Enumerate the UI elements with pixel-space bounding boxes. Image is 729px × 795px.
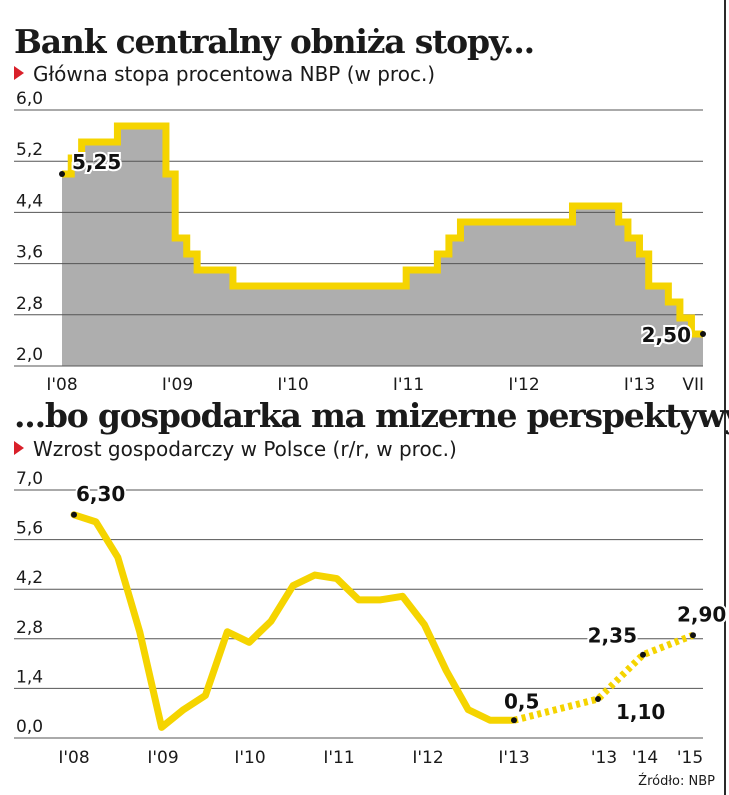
y-tick-label: 2,8 (16, 618, 43, 638)
y-tick-label: 1,4 (16, 667, 43, 687)
source-note: Źródło: NBP (638, 774, 715, 789)
annotation-label: 1,10 (616, 700, 665, 724)
x-tick-label: I'09 (147, 748, 178, 768)
x-tick-label: I'09 (162, 375, 193, 395)
rate-area (62, 126, 703, 366)
x-tick-label: I'11 (323, 748, 354, 768)
chart1-subtitle-text: Główna stopa procentowa NBP (w proc.) (33, 62, 436, 86)
annotation-label: 6,30 (76, 482, 125, 506)
x-tick-label: I'12 (412, 748, 443, 768)
y-tick-label: 2,8 (16, 294, 43, 314)
y-tick-label: 0,0 (16, 717, 43, 737)
annotation-dot (595, 696, 601, 703)
gdp-actual-line (70, 511, 516, 731)
frame-border (724, 0, 726, 795)
x-tick-label: I'11 (393, 375, 424, 395)
chart2-subtitle: Wzrost gospodarczy w Polsce (r/r, w proc… (14, 437, 457, 461)
y-tick-label: 5,6 (16, 519, 43, 539)
chart1-title: Bank centralny obniża stopy... (14, 22, 535, 61)
y-tick-label: 4,2 (16, 568, 43, 588)
gdp-forecast-line (513, 631, 695, 724)
annotation-dot (511, 717, 517, 724)
x-tick-label: I'10 (277, 375, 308, 395)
annotation-dot (700, 331, 706, 337)
annotation-dot (71, 511, 77, 518)
x-tick-label: '14 (632, 748, 658, 768)
x-tick-label: I'12 (508, 375, 539, 395)
annotation-dot (640, 651, 646, 658)
annotation-label: 2,90 (677, 602, 726, 626)
x-tick-label: '15 (677, 748, 703, 768)
x-tick-label: I'13 (624, 375, 655, 395)
red-triangle-icon (14, 441, 24, 455)
x-tick-label: I'08 (58, 748, 89, 768)
x-tick-label: I'10 (234, 748, 265, 768)
annotation-dot (690, 632, 696, 639)
y-tick-label: 3,6 (16, 243, 43, 263)
x-tick-label: I'13 (498, 748, 529, 768)
interest-rate-chart: 6,0 5,2 4,4 3,6 2,8 2,0I'08 I'09 I'10 I'11 I'12 I'… (14, 89, 706, 395)
rate-line (62, 122, 703, 338)
annotation-label: 5,25 (72, 150, 121, 174)
y-tick-label: 6,0 (16, 89, 43, 109)
chart2-subtitle-text: Wzrost gospodarczy w Polsce (r/r, w proc… (33, 437, 457, 461)
annotation-label: 2,35 (588, 624, 637, 648)
y-tick-label: 7,0 (16, 469, 43, 489)
y-tick-label: 5,2 (16, 140, 43, 160)
annotation-label: 2,50 (642, 323, 691, 347)
x-tick-label: '13 (591, 748, 617, 768)
chart2-title: ...bo gospodarka ma mizerne perspektywy (14, 396, 729, 435)
x-tick-label: I'08 (46, 375, 77, 395)
y-tick-label: 2,0 (16, 345, 43, 365)
red-triangle-icon (14, 66, 24, 80)
chart1-subtitle: Główna stopa procentowa NBP (w proc.) (14, 62, 435, 86)
annotation-label: 0,5 (504, 689, 539, 713)
y-tick-label: 4,4 (16, 191, 43, 211)
annotation-dot (59, 171, 65, 177)
x-tick-label: VII (682, 375, 704, 395)
